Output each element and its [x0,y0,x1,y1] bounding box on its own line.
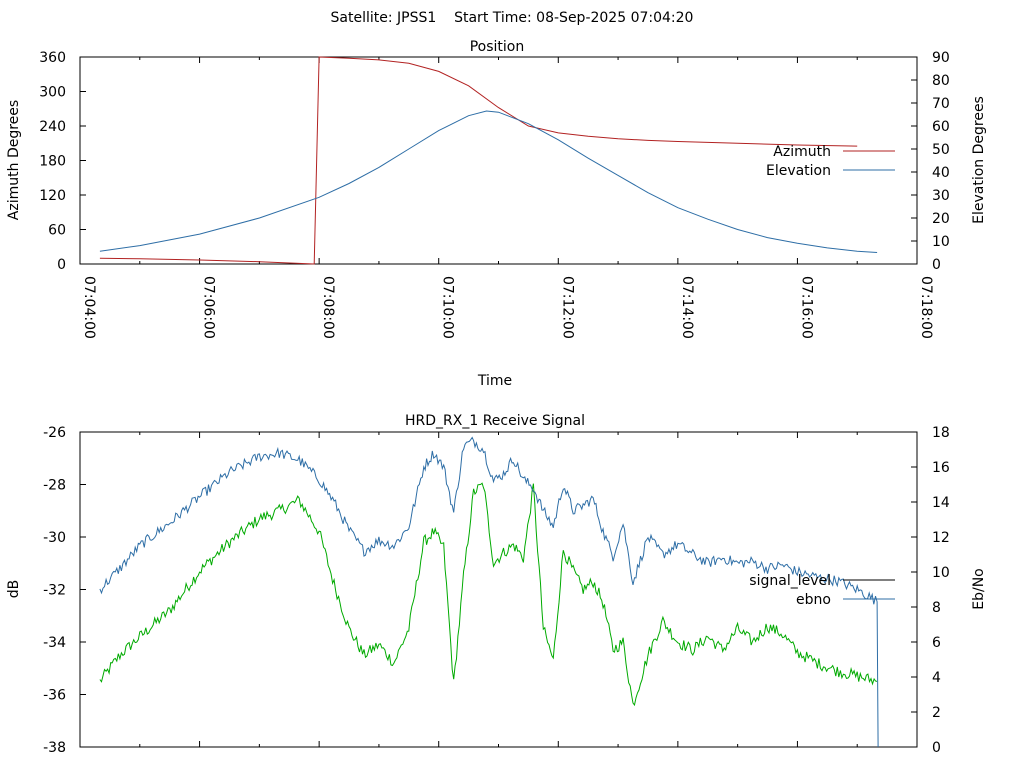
y2-tick-label: 18 [932,425,950,441]
y-tick-label: -34 [43,635,66,651]
position-y2-ticks: 0 10 20 30 40 50 60 70 80 90 [911,50,950,273]
y2-tick-label: 90 [932,50,950,66]
x-tick-label: 07:16:00 [798,276,814,339]
position-y-ticks: 0 60 120 180 240 300 360 [39,50,86,273]
x-tick-label: 07:04:00 [81,276,97,339]
y-tick-label: 360 [39,50,66,66]
position-y2-axis-label: Elevation Degrees [971,96,987,224]
y2-tick-label: 10 [932,565,950,581]
y2-tick-label: 60 [932,119,950,135]
y2-tick-label: 40 [932,165,950,181]
position-y-axis-label: Azimuth Degrees [6,100,22,220]
signal-chart-title: HRD_RX_1 Receive Signal [405,413,585,429]
position-chart: Position 07:04:00 07:06:00 07:08:00 07:10:0… [6,39,987,389]
signal-chart: HRD_RX_1 Receive Signal -38-36-34-32-30-… [6,413,987,756]
y2-tick-label: 14 [932,495,950,511]
y2-tick-label: 10 [932,234,950,250]
x-tick-label: 07:12:00 [559,276,575,339]
y-tick-label: -30 [43,530,66,546]
signal-y2-axis-label: Eb/No [971,568,987,610]
y2-tick-label: 2 [932,705,941,721]
y2-tick-label: 0 [932,257,941,273]
signal-y-ticks: -38 -36 -34 -32 -30 -28 -26 [43,425,86,756]
y-tick-label: 120 [39,188,66,204]
position-series [99,56,878,265]
y2-tick-label: 70 [932,96,950,112]
y-tick-label: 0 [57,257,66,273]
y2-tick-label: 16 [932,460,950,476]
position-x-axis-label: Time [477,373,512,389]
signal-series [99,436,879,748]
y-tick-label: 60 [48,223,66,239]
series-line-signal-level [99,482,878,707]
signal-plot-frame [79,431,918,748]
x-tick-label: 07:06:00 [201,276,217,339]
y-tick-label: -32 [43,583,66,599]
x-tick-label: 07:08:00 [320,276,336,339]
y2-tick-label: 80 [932,73,950,89]
series-line-ebno [99,436,879,748]
legend-label-elevation: Elevation [766,163,831,179]
y2-tick-label: 4 [932,670,941,686]
y2-tick-label: 6 [932,635,941,651]
signal-legend: signal_level ebno [749,573,895,608]
signal-y-axis-label: dB [6,580,22,599]
position-legend: Azimuth Elevation [766,144,895,179]
y-tick-label: -36 [43,688,66,704]
page-header: Satellite: JPSS1 Start Time: 08-Sep-2025… [331,10,694,26]
y-tick-label: -38 [43,740,66,756]
series-line-azimuth [99,56,858,265]
y2-tick-label: 0 [932,740,941,756]
y-tick-label: 240 [39,119,66,135]
x-tick-label: 07:14:00 [679,276,695,339]
legend-label-azimuth: Azimuth [773,144,831,160]
y-tick-label: 300 [39,85,66,101]
y-tick-label: 180 [39,154,66,170]
x-tick-label: 07:18:00 [918,276,934,339]
signal-x-ticks [79,432,918,747]
y2-tick-label: 50 [932,142,950,158]
y2-tick-label: 12 [932,530,950,546]
series-line-elevation [99,110,878,253]
y-tick-label: -28 [43,478,66,494]
legend-label-signal-level: signal_level [749,573,831,589]
y2-tick-label: 8 [932,600,941,616]
x-tick-label: 07:10:00 [440,276,456,339]
position-x-ticks: 07:04:00 07:06:00 07:08:00 07:10:00 07:12:00… [79,57,934,339]
y2-tick-label: 30 [932,188,950,204]
signal-y2-ticks: 0 2 4 6 8 10 12 14 16 18 [911,425,950,756]
y-tick-label: -26 [43,425,66,441]
position-chart-title: Position [470,39,525,55]
y2-tick-label: 20 [932,211,950,227]
legend-label-ebno: ebno [796,592,831,608]
